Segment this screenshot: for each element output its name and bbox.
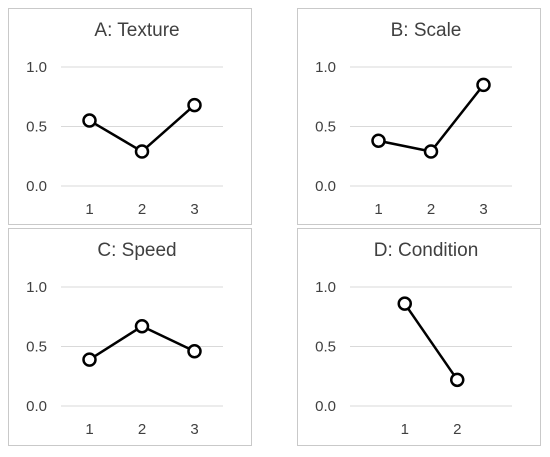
data-point: [450, 372, 465, 388]
y-tick-label: 0.0: [26, 398, 47, 415]
chart-svg-a: A: Texture 0.0 0.5 1.0 1 2 3: [26, 20, 223, 218]
x-tick-label: 2: [453, 421, 461, 438]
data-point: [134, 319, 150, 334]
data-point: [397, 296, 412, 311]
y-tick-label: 0.0: [315, 178, 336, 195]
x-tick-label: 1: [374, 201, 382, 218]
y-tick-label: 1.0: [315, 279, 336, 296]
x-tick-label: 2: [427, 201, 435, 218]
data-point: [187, 344, 202, 359]
y-tick-label: 0.5: [315, 119, 336, 136]
y-tick-label: 1.0: [26, 279, 47, 296]
x-tick-label: 1: [85, 201, 93, 218]
chart-title: C: Speed: [97, 240, 176, 261]
data-point: [82, 113, 97, 128]
chart-svg-d: D: Condition 0.0 0.5 1.0 1 2: [315, 240, 512, 438]
y-tick-label: 0.0: [315, 398, 336, 415]
data-point: [82, 352, 97, 367]
y-tick-label: 0.5: [26, 339, 47, 356]
x-tick-label: 2: [138, 421, 146, 438]
x-tick-label: 3: [190, 201, 198, 218]
series-line: [378, 84, 485, 153]
chart-panel-a: A: Texture 0.0 0.5 1.0 1 2 3: [8, 8, 252, 225]
x-tick-label: 1: [401, 421, 409, 438]
y-tick-label: 1.0: [315, 59, 336, 76]
data-point: [187, 97, 202, 113]
y-tick-label: 0.5: [26, 119, 47, 136]
chart-panel-c: C: Speed 0.0 0.5 1.0 1 2 3: [8, 228, 252, 446]
chart-title: B: Scale: [391, 20, 462, 41]
x-tick-label: 3: [479, 201, 487, 218]
data-point: [476, 77, 491, 93]
data-point: [134, 144, 150, 159]
chart-panel-b: B: Scale 0.0 0.5 1.0 1 2 3: [297, 8, 541, 225]
data-point: [371, 133, 386, 149]
data-point: [423, 144, 439, 159]
chart-svg-b: B: Scale 0.0 0.5 1.0 1 2 3: [315, 20, 512, 218]
x-tick-label: 1: [85, 421, 93, 438]
chart-title: A: Texture: [94, 20, 179, 41]
x-tick-label: 2: [138, 201, 146, 218]
chart-panel-d: D: Condition 0.0 0.5 1.0 1 2: [297, 228, 541, 446]
series-line: [403, 302, 459, 381]
y-tick-label: 1.0: [26, 59, 47, 76]
x-tick-label: 3: [190, 421, 198, 438]
y-tick-label: 0.5: [315, 339, 336, 356]
y-tick-label: 0.0: [26, 178, 47, 195]
chart-title: D: Condition: [374, 240, 479, 261]
chart-svg-c: C: Speed 0.0 0.5 1.0 1 2 3: [26, 240, 223, 438]
